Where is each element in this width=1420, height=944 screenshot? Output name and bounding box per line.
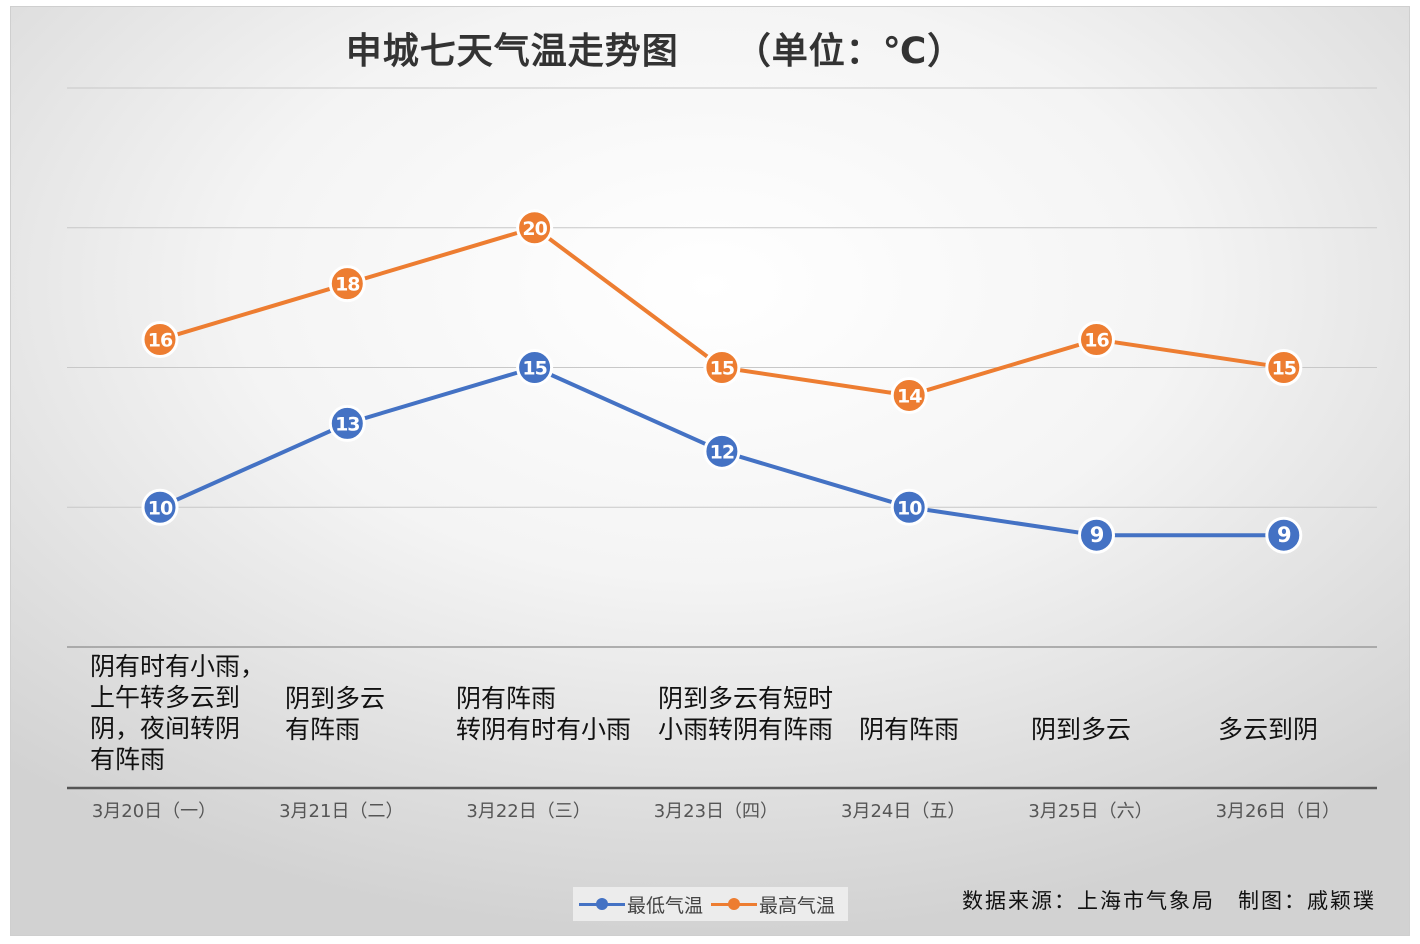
data-label: 9	[1277, 523, 1291, 547]
weather-desc: 阴到多云	[1031, 715, 1132, 744]
weather-desc: 阴有时有小雨， 上午转多云到 阴，夜间转阴 有阵雨	[90, 652, 266, 774]
weather-desc: 多云到阴	[1218, 715, 1319, 744]
series-low: 10 13 15 12 10 9 9	[141, 349, 1303, 554]
data-point	[516, 209, 554, 247]
data-point	[1078, 321, 1115, 359]
data-label: 15	[522, 358, 546, 380]
weather-desc: 阴有阵雨 转阴有时有小雨	[456, 684, 632, 744]
source-note: 数据来源：上海市气象局 制图：戚颖璞	[962, 889, 1376, 913]
data-point	[890, 376, 928, 414]
data-point	[1265, 349, 1303, 386]
x-tick-label: 3月22日（三）	[466, 801, 591, 822]
data-label: 16	[148, 330, 173, 352]
data-label: 18	[335, 274, 360, 296]
weather-desc: 阴有阵雨	[859, 715, 960, 744]
legend-swatch-high	[709, 894, 759, 914]
data-point	[1078, 516, 1115, 554]
data-label: 13	[335, 413, 359, 435]
data-point	[328, 404, 366, 442]
data-label: 10	[148, 497, 173, 519]
legend-item-low: 最低气温	[577, 891, 703, 918]
x-tick-label: 3月21日（二）	[279, 801, 404, 822]
data-point	[141, 321, 179, 359]
legend-label-low: 最低气温	[627, 894, 704, 917]
data-label: 15	[710, 358, 734, 380]
weather-desc: 阴到多云 有阵雨	[285, 684, 386, 744]
weather-desc: 阴到多云有短时 小雨转阴有阵雨	[658, 684, 834, 744]
legend-label-high: 最高气温	[759, 894, 836, 917]
data-label: 9	[1090, 523, 1104, 547]
x-tick-label: 3月26日（日）	[1215, 801, 1340, 822]
x-tick-label: 3月25日（六）	[1028, 801, 1153, 822]
data-point	[703, 349, 741, 386]
legend-swatch-low	[577, 894, 627, 914]
series-high: 16 18 20 15 14 16 15	[141, 209, 1303, 414]
data-point	[516, 349, 554, 386]
data-label: 12	[710, 441, 734, 463]
data-label: 16	[1084, 330, 1109, 352]
x-tick-label: 3月20日（一）	[91, 801, 217, 822]
x-tick-label: 3月24日（五）	[841, 801, 966, 822]
data-point	[141, 488, 179, 526]
legend-item-high: 最高气温	[709, 891, 835, 918]
data-point	[1265, 516, 1303, 554]
data-label: 14	[897, 385, 922, 407]
data-point	[703, 432, 741, 470]
data-label: 10	[897, 497, 922, 519]
x-tick-label: 3月23日（四）	[653, 801, 779, 822]
data-point	[890, 488, 928, 526]
data-label: 15	[1272, 358, 1296, 380]
chart-title: 申城七天气温走势图 （单位：℃）	[345, 31, 965, 72]
legend: 最低气温 最高气温	[573, 887, 848, 921]
data-label: 20	[522, 218, 547, 240]
data-point	[328, 265, 366, 303]
